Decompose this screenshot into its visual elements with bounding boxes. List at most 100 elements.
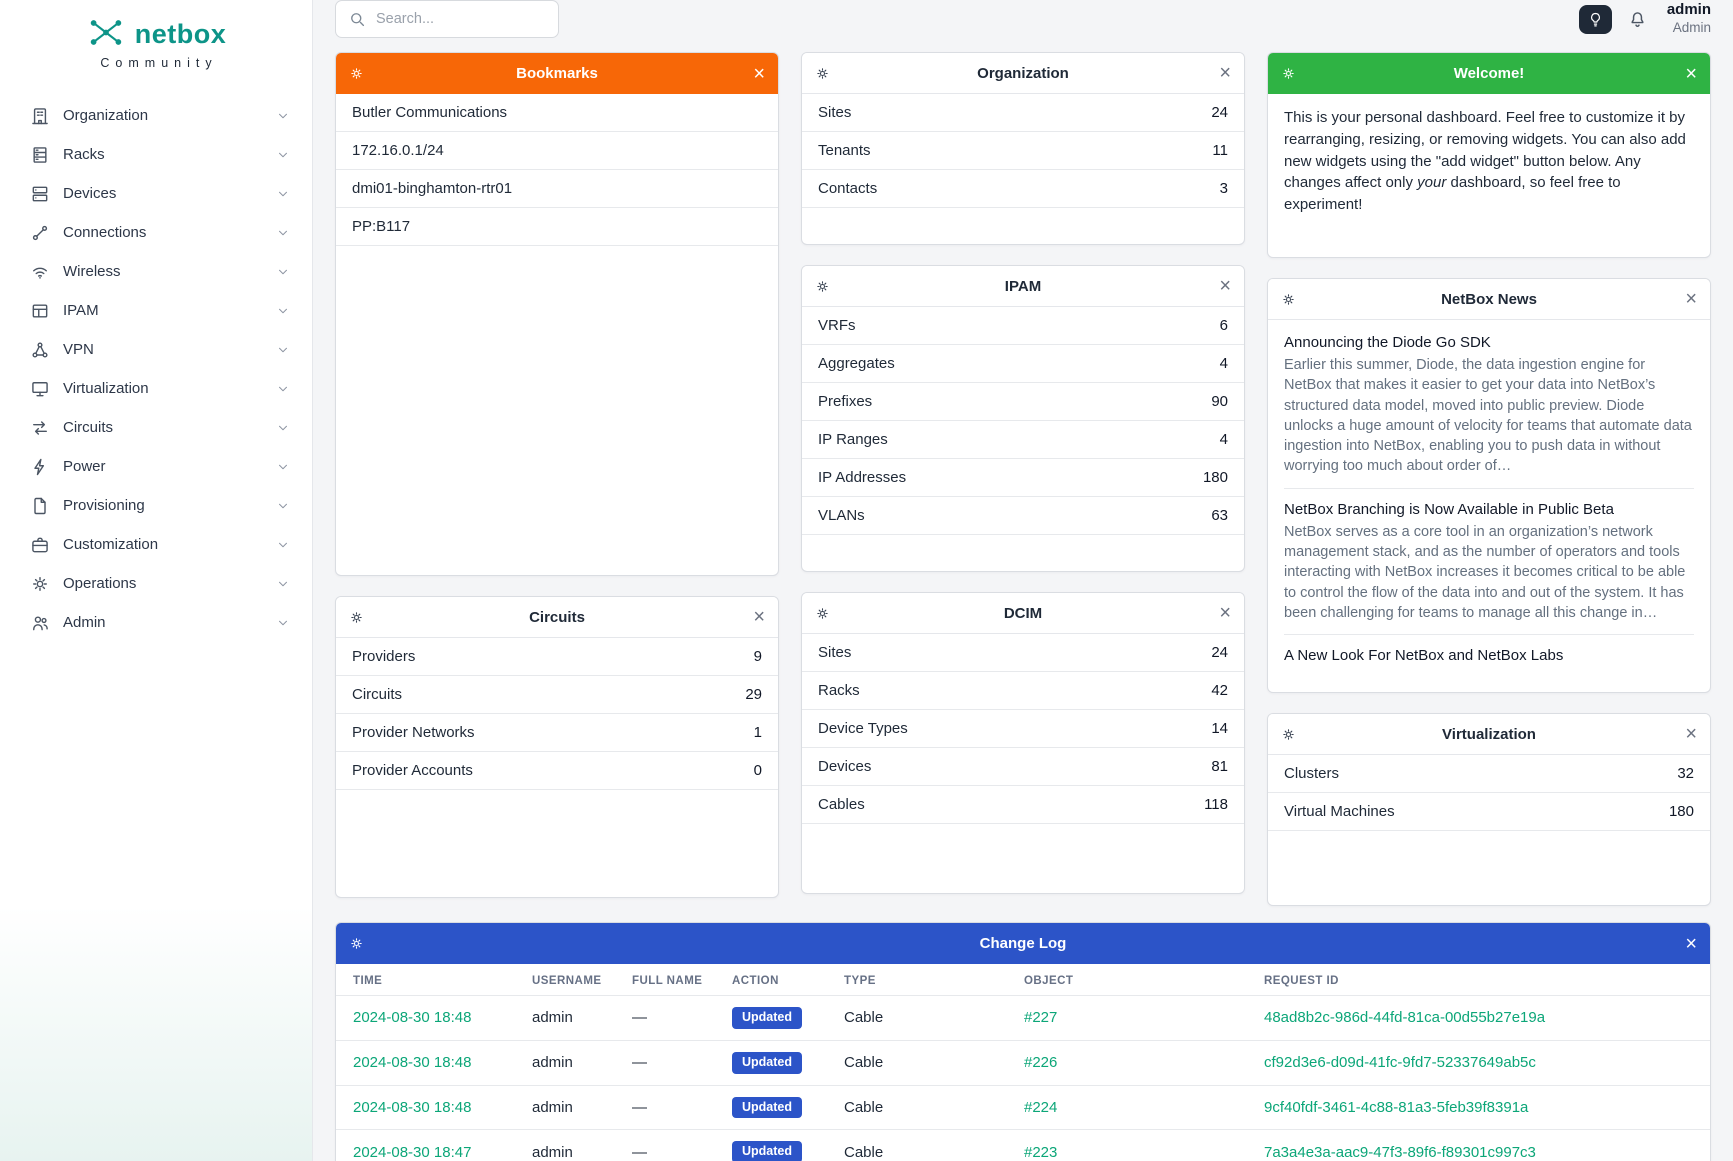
table-header-row: TIME USERNAME FULL NAME ACTION TYPE OBJE…: [336, 964, 1710, 996]
object-link[interactable]: #223: [1024, 1143, 1058, 1161]
widget-close-icon[interactable]: ×: [753, 62, 765, 85]
object-link[interactable]: #227: [1024, 1009, 1058, 1027]
organization-widget: Organization × Sites 24 Tenants 11 Contact…: [801, 52, 1245, 245]
widget-title: Bookmarks: [516, 65, 598, 82]
stat-row: Aggregates 4: [802, 345, 1244, 383]
stat-row: Virtual Machines 180: [1268, 793, 1710, 831]
widget-settings-icon[interactable]: [1281, 727, 1296, 742]
news-headline-link[interactable]: Announcing the Diode Go SDK: [1284, 334, 1491, 351]
bookmark-link[interactable]: Butler Communications: [336, 94, 778, 132]
widget-settings-icon[interactable]: [815, 279, 830, 294]
sidebar-item-admin[interactable]: Admin: [0, 603, 312, 642]
request-id-link[interactable]: 9cf40fdf-3461-4c88-81a3-5feb39f8391a: [1264, 1098, 1529, 1116]
stat-row: Circuits 29: [336, 676, 778, 714]
bookmark-link[interactable]: dmi01-binghamton-rtr01: [336, 170, 778, 208]
bell-icon: [1627, 9, 1648, 30]
connections-icon: [30, 223, 50, 243]
widget-settings-icon[interactable]: [349, 66, 364, 81]
widget-settings-icon[interactable]: [815, 606, 830, 621]
column-header: ACTION: [732, 975, 779, 987]
network-icon: [30, 340, 50, 360]
news-headline-link[interactable]: A New Look For NetBox and NetBox Labs: [1284, 647, 1564, 665]
brand-name: netbox: [134, 19, 227, 49]
type-cell: Cable: [834, 1129, 1014, 1161]
widget-title: DCIM: [1003, 604, 1043, 622]
circuits-widget: Circuits × Providers 9 Circuits 29 Provide…: [335, 596, 779, 898]
sidebar: netbox Community Organization Racks Devi…: [0, 0, 313, 1161]
chevron-down-icon: [276, 499, 290, 513]
request-id-link[interactable]: 7a3a4e3a-aac9-47f3-89f6-f89301c997c3: [1264, 1143, 1536, 1161]
request-id-link[interactable]: 48ad8b2c-986d-44fd-81ca-00d55b27e19a: [1264, 1009, 1546, 1027]
request-id-link[interactable]: cf92d3e6-d09d-41fc-9fd7-52337649ab5c: [1264, 1054, 1536, 1072]
widget-close-icon[interactable]: ×: [1219, 602, 1231, 624]
stat-row: Provider Accounts 0: [336, 752, 778, 790]
brand[interactable]: netbox Community: [0, 0, 312, 70]
widget-title: Organization: [977, 64, 1069, 82]
stat-row: Prefixes 90: [802, 383, 1244, 421]
widget-close-icon[interactable]: ×: [1685, 288, 1697, 310]
welcome-text: This is your personal dashboard. Feel fr…: [1284, 109, 1686, 213]
widget-close-icon[interactable]: ×: [1685, 62, 1697, 85]
sidebar-item-provisioning[interactable]: Provisioning: [0, 486, 312, 525]
widget-settings-icon[interactable]: [349, 936, 364, 951]
widget-title: Circuits: [529, 608, 585, 626]
stat-row: Devices 81: [802, 748, 1244, 786]
full-name-cell: —: [622, 1084, 722, 1130]
sidebar-nav: Organization Racks Devices Connections W: [0, 96, 312, 642]
object-link[interactable]: #226: [1024, 1054, 1058, 1072]
time-link[interactable]: 2024-08-30 18:47: [353, 1143, 472, 1161]
widget-title: NetBox News: [1441, 290, 1537, 308]
action-badge: Updated: [732, 1051, 802, 1074]
sidebar-item-devices[interactable]: Devices: [0, 174, 312, 213]
time-link[interactable]: 2024-08-30 18:48: [353, 1009, 472, 1027]
search-input[interactable]: [335, 0, 559, 38]
sidebar-item-organization[interactable]: Organization: [0, 96, 312, 135]
sidebar-item-ipam[interactable]: IPAM: [0, 291, 312, 330]
widget-close-icon[interactable]: ×: [753, 606, 765, 628]
stat-row: VRFs 6: [802, 307, 1244, 345]
sidebar-item-racks[interactable]: Racks: [0, 135, 312, 174]
sidebar-item-circuits[interactable]: Circuits: [0, 408, 312, 447]
widget-close-icon[interactable]: ×: [1685, 932, 1697, 955]
type-cell: Cable: [834, 1084, 1014, 1130]
time-link[interactable]: 2024-08-30 18:48: [353, 1054, 472, 1072]
notifications-button[interactable]: [1627, 9, 1648, 30]
table-row: 2024-08-30 18:48 admin — Updated Cable #…: [336, 1039, 1710, 1085]
transfer-icon: [30, 418, 50, 438]
user-menu[interactable]: admin Admin: [1667, 1, 1711, 37]
sidebar-item-wireless[interactable]: Wireless: [0, 252, 312, 291]
wifi-icon: [30, 262, 50, 282]
news-headline-link[interactable]: NetBox Branching is Now Available in Pub…: [1284, 500, 1614, 518]
time-link[interactable]: 2024-08-30 18:48: [353, 1098, 472, 1116]
building-icon: [30, 106, 50, 126]
widget-close-icon[interactable]: ×: [1685, 723, 1697, 745]
theme-toggle-button[interactable]: [1578, 4, 1612, 34]
object-link[interactable]: #224: [1024, 1098, 1058, 1116]
widget-close-icon[interactable]: ×: [1219, 275, 1231, 297]
chevron-down-icon: [276, 148, 290, 162]
stat-row: IP Addresses 180: [802, 459, 1244, 497]
sidebar-item-power[interactable]: Power: [0, 447, 312, 486]
widget-settings-icon[interactable]: [815, 66, 830, 81]
chevron-down-icon: [276, 187, 290, 201]
username-cell: admin: [522, 995, 622, 1041]
file-icon: [30, 496, 50, 516]
widget-settings-icon[interactable]: [349, 610, 364, 625]
widget-settings-icon[interactable]: [1281, 66, 1296, 81]
bookmark-link[interactable]: 172.16.0.1/24: [336, 132, 778, 170]
sidebar-item-connections[interactable]: Connections: [0, 213, 312, 252]
bolt-icon: [30, 457, 50, 477]
widget-close-icon[interactable]: ×: [1219, 62, 1231, 84]
sidebar-item-vpn[interactable]: VPN: [0, 330, 312, 369]
sidebar-item-customization[interactable]: Customization: [0, 525, 312, 564]
widget-settings-icon[interactable]: [1281, 292, 1296, 307]
search-icon: [348, 10, 366, 28]
news-summary: NetBox serves as a core tool in an organ…: [1284, 523, 1686, 621]
bookmark-link[interactable]: PP:B117: [336, 208, 778, 246]
username-cell: admin: [522, 1084, 622, 1130]
topbar: admin Admin: [313, 0, 1733, 38]
sidebar-item-operations[interactable]: Operations: [0, 564, 312, 603]
widget-title: IPAM: [1004, 277, 1042, 295]
sidebar-item-virtualization[interactable]: Virtualization: [0, 369, 312, 408]
